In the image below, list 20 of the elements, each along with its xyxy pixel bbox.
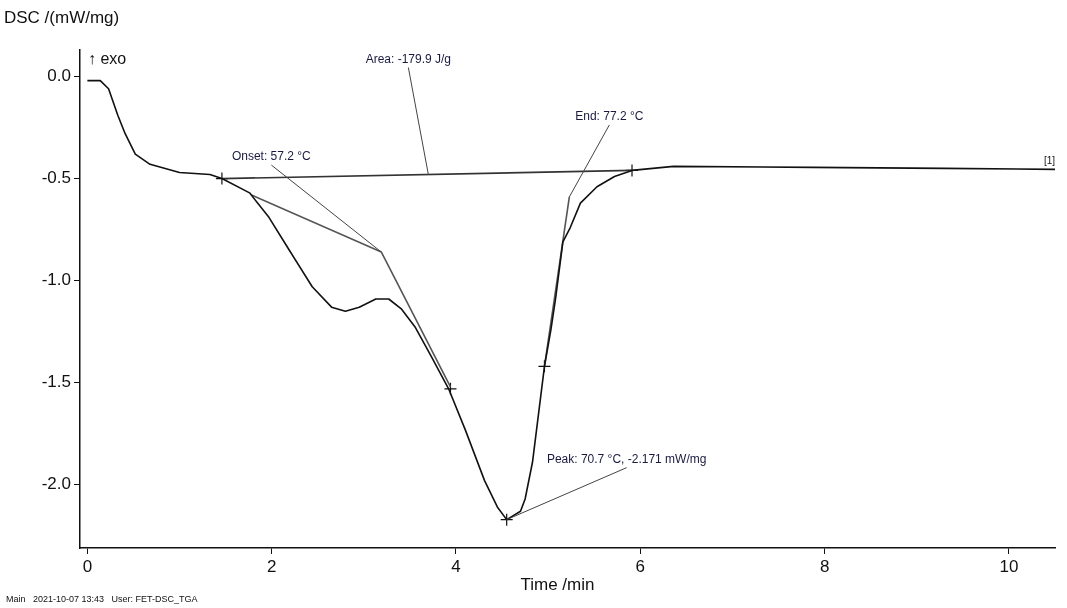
x-tick-label: 0 [82,556,93,576]
y-tick-label: -2.0 [41,474,71,494]
x-tick-label: 6 [635,556,646,576]
annotation: End: 77.2 °C [575,109,644,124]
y-tick-label: -0.5 [41,168,71,188]
y-tick-label: 0.0 [47,66,71,86]
annotation: ↑ exo [88,50,127,68]
x-tick-label: 10 [999,556,1019,576]
annotation: [1] [1043,155,1056,167]
x-tick-label: 4 [451,556,461,576]
annotation: Peak: 70.7 °C, -2.171 mW/mg [546,451,707,466]
x-tick-label: 2 [266,556,277,576]
y-tick-label: -1.5 [41,372,71,392]
y-tick-label: -1.0 [41,270,71,290]
text: Main 2021-10-07 13:43 User: FET-DSC_TGA [6,594,198,605]
annotation: Onset: 57.2 °C [231,149,312,164]
x-tick-label: 8 [819,556,830,576]
y-axis-title: DSC /(mW/mg) [4,7,120,27]
x-axis-title: Time /min [520,574,595,594]
annotation: Area: -179.9 J/g [365,51,452,66]
